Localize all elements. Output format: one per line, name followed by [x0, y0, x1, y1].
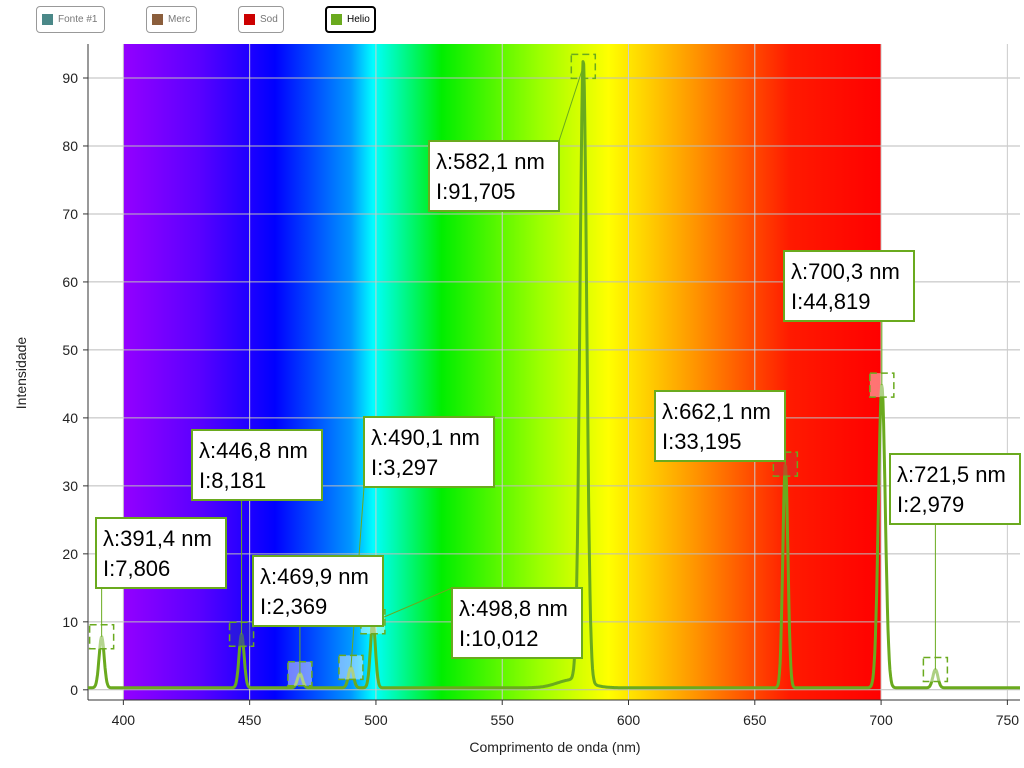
legend-swatch-helio — [331, 14, 342, 25]
annotation-box — [654, 390, 786, 462]
y-axis-label: Intensidade — [13, 337, 29, 410]
y-tick-label: 30 — [62, 478, 78, 494]
annotation-intensity: I:33,195 — [662, 429, 742, 454]
x-tick-label: 400 — [112, 712, 136, 728]
y-tick-label: 90 — [62, 70, 78, 86]
legend-swatch-merc — [152, 14, 163, 25]
annotation-box — [252, 555, 384, 627]
annotation-intensity: I:91,705 — [436, 179, 516, 204]
annotation-wavelength: λ:582,1 nm — [436, 149, 545, 174]
x-tick-label: 550 — [491, 712, 515, 728]
legend: Fonte #1 Merc Sod Helio — [0, 0, 1024, 40]
annotation-intensity: I:44,819 — [791, 289, 871, 314]
annotation-intensity: I:7,806 — [103, 556, 170, 581]
annotation-intensity: I:2,369 — [260, 594, 327, 619]
peak-marker[interactable] — [570, 53, 597, 80]
annotation-box — [428, 140, 560, 212]
legend-label-helio: Helio — [347, 14, 370, 25]
legend-button-merc[interactable]: Merc — [146, 6, 197, 33]
annotation-wavelength: λ:662,1 nm — [662, 399, 771, 424]
y-tick-label: 0 — [70, 682, 78, 698]
legend-label-fonte1: Fonte #1 — [58, 14, 98, 25]
annotation-box — [363, 416, 495, 488]
legend-label-merc: Merc — [168, 14, 191, 25]
x-tick-label: 700 — [869, 712, 893, 728]
y-tick-label: 40 — [62, 410, 78, 426]
annotation-intensity: I:10,012 — [459, 626, 539, 651]
annotation-connector — [558, 66, 584, 142]
x-tick-label: 650 — [743, 712, 767, 728]
legend-button-fonte1[interactable]: Fonte #1 — [36, 6, 105, 33]
annotation-box — [451, 587, 583, 659]
x-axis-label: Comprimento de onda (nm) — [469, 739, 640, 755]
annotation-wavelength: λ:700,3 nm — [791, 259, 900, 284]
legend-button-sod[interactable]: Sod — [238, 6, 284, 33]
x-tick-label: 600 — [617, 712, 641, 728]
annotation-intensity: I:2,979 — [897, 492, 964, 517]
annotation-wavelength: λ:490,1 nm — [371, 425, 480, 450]
annotation-wavelength: λ:498,8 nm — [459, 596, 568, 621]
y-tick-label: 70 — [62, 206, 78, 222]
annotation-intensity: I:3,297 — [371, 455, 438, 480]
annotation-wavelength: λ:446,8 nm — [199, 438, 308, 463]
y-tick-label: 50 — [62, 342, 78, 358]
annotation-box — [783, 250, 915, 322]
annotation-box — [889, 453, 1021, 525]
annotation-wavelength: λ:391,4 nm — [103, 526, 212, 551]
y-tick-label: 10 — [62, 614, 78, 630]
annotation-connector — [372, 587, 453, 623]
annotation-wavelength: λ:721,5 nm — [897, 462, 1006, 487]
annotation-wavelength: λ:469,9 nm — [260, 564, 369, 589]
peak-annotations: λ:391,4 nm I:7,806 λ:446,8 nm I:8,181 λ:469,… — [95, 66, 1021, 674]
axes: 0 10 20 30 40 50 60 70 80 90 400 450 500 550 600 650 700… — [62, 44, 1020, 728]
legend-swatch-sod — [244, 14, 255, 25]
annotation-box — [95, 517, 227, 589]
y-tick-label: 20 — [62, 546, 78, 562]
y-tick-label: 60 — [62, 274, 78, 290]
x-tick-label: 500 — [364, 712, 388, 728]
x-tick-label: 450 — [238, 712, 262, 728]
legend-swatch-fonte1 — [42, 14, 53, 25]
y-tick-label: 80 — [62, 138, 78, 154]
annotation-box — [191, 429, 323, 501]
legend-label-sod: Sod — [260, 14, 278, 25]
annotation-intensity: I:8,181 — [199, 468, 266, 493]
x-tick-label: 750 — [996, 712, 1020, 728]
legend-button-helio[interactable]: Helio — [325, 6, 376, 33]
